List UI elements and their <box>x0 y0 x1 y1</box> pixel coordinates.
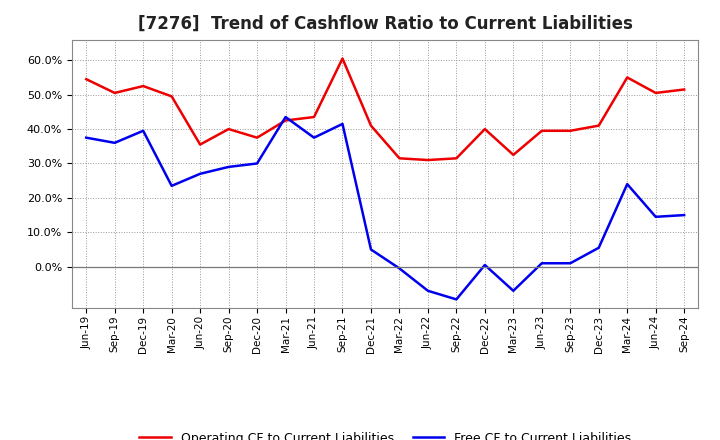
Free CF to Current Liabilities <box>680 213 688 218</box>
Free CF to Current Liabilities <box>423 288 432 293</box>
Free CF to Current Liabilities <box>110 140 119 146</box>
Operating CF to Current Liabilities <box>82 77 91 82</box>
Operating CF to Current Liabilities <box>167 94 176 99</box>
Operating CF to Current Liabilities <box>423 158 432 163</box>
Line: Operating CF to Current Liabilities: Operating CF to Current Liabilities <box>86 59 684 160</box>
Operating CF to Current Liabilities <box>680 87 688 92</box>
Operating CF to Current Liabilities <box>310 114 318 120</box>
Free CF to Current Liabilities <box>566 260 575 266</box>
Free CF to Current Liabilities <box>282 114 290 120</box>
Free CF to Current Liabilities <box>196 171 204 176</box>
Free CF to Current Liabilities <box>82 135 91 140</box>
Free CF to Current Liabilities <box>225 164 233 169</box>
Legend: Operating CF to Current Liabilities, Free CF to Current Liabilities: Operating CF to Current Liabilities, Fre… <box>135 427 636 440</box>
Free CF to Current Liabilities <box>395 266 404 271</box>
Free CF to Current Liabilities <box>253 161 261 166</box>
Operating CF to Current Liabilities <box>139 84 148 89</box>
Operating CF to Current Liabilities <box>110 90 119 95</box>
Free CF to Current Liabilities <box>139 128 148 133</box>
Free CF to Current Liabilities <box>595 245 603 250</box>
Operating CF to Current Liabilities <box>623 75 631 80</box>
Free CF to Current Liabilities <box>652 214 660 220</box>
Operating CF to Current Liabilities <box>595 123 603 128</box>
Free CF to Current Liabilities <box>537 260 546 266</box>
Operating CF to Current Liabilities <box>509 152 518 158</box>
Operating CF to Current Liabilities <box>395 156 404 161</box>
Operating CF to Current Liabilities <box>366 123 375 128</box>
Free CF to Current Liabilities <box>167 183 176 188</box>
Operating CF to Current Liabilities <box>652 90 660 95</box>
Free CF to Current Liabilities <box>509 288 518 293</box>
Free CF to Current Liabilities <box>452 297 461 302</box>
Free CF to Current Liabilities <box>366 247 375 252</box>
Operating CF to Current Liabilities <box>566 128 575 133</box>
Operating CF to Current Liabilities <box>452 156 461 161</box>
Operating CF to Current Liabilities <box>537 128 546 133</box>
Free CF to Current Liabilities <box>310 135 318 140</box>
Free CF to Current Liabilities <box>480 262 489 268</box>
Operating CF to Current Liabilities <box>225 126 233 132</box>
Title: [7276]  Trend of Cashflow Ratio to Current Liabilities: [7276] Trend of Cashflow Ratio to Curren… <box>138 15 633 33</box>
Operating CF to Current Liabilities <box>196 142 204 147</box>
Operating CF to Current Liabilities <box>253 135 261 140</box>
Free CF to Current Liabilities <box>338 121 347 127</box>
Free CF to Current Liabilities <box>623 181 631 187</box>
Line: Free CF to Current Liabilities: Free CF to Current Liabilities <box>86 117 684 299</box>
Operating CF to Current Liabilities <box>282 118 290 123</box>
Operating CF to Current Liabilities <box>338 56 347 61</box>
Operating CF to Current Liabilities <box>480 126 489 132</box>
